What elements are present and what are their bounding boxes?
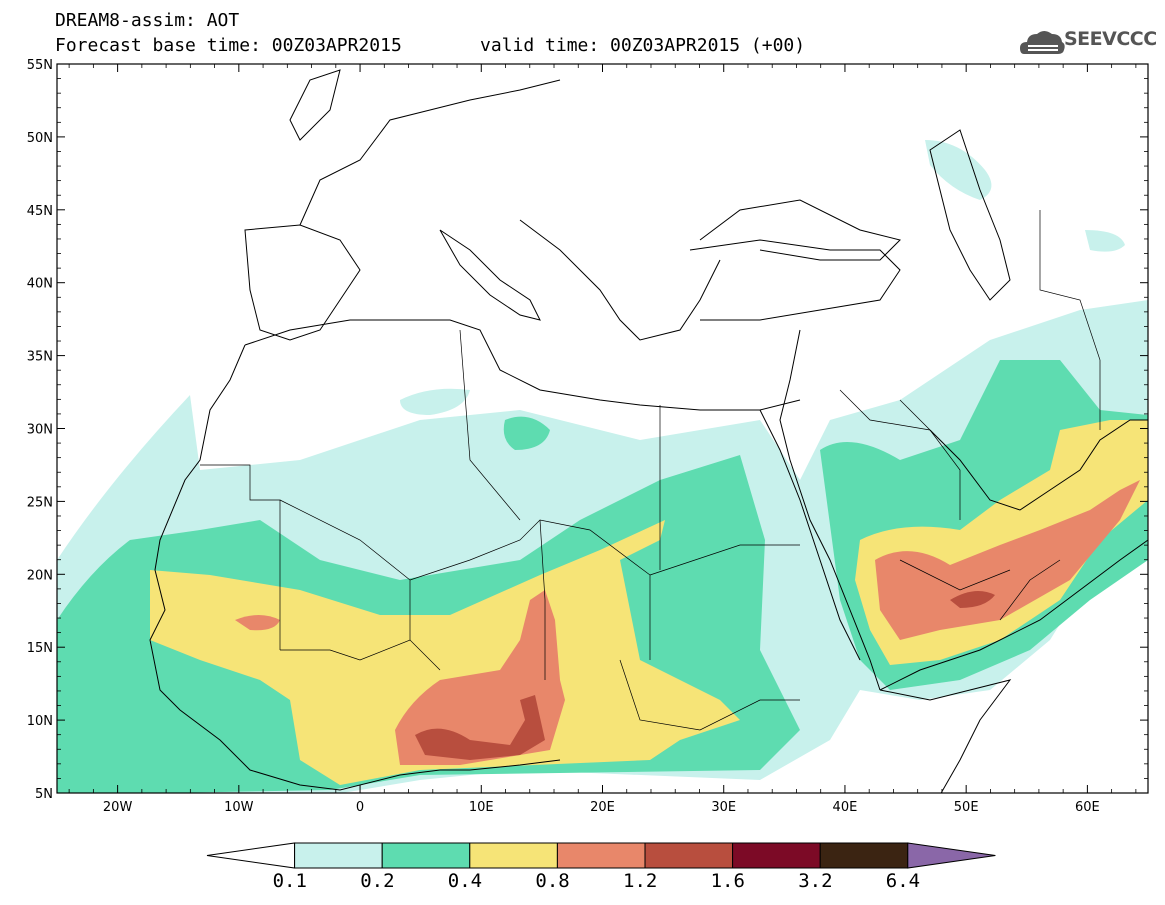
aot-fields xyxy=(57,140,1148,793)
colorbar-segment xyxy=(556,842,646,869)
lon-label: 50E xyxy=(954,800,979,815)
colorbar xyxy=(206,842,996,869)
cloud-logo-icon xyxy=(1020,31,1065,54)
lat-label: 35N xyxy=(27,350,53,365)
valid-time: valid time: 00Z03APR2015 (+00) xyxy=(480,35,806,56)
lat-label: 50N xyxy=(27,131,53,146)
aot-band-0.8 xyxy=(395,590,565,765)
colorbar-level-label: 0.4 xyxy=(447,870,483,892)
coastlines xyxy=(149,69,1148,793)
lon-label: 40E xyxy=(833,800,858,815)
lon-label: 10W xyxy=(224,800,254,815)
lon-label: 60E xyxy=(1075,800,1100,815)
colorbar-segment xyxy=(644,842,734,869)
colorbar-level-label: 1.2 xyxy=(623,870,658,892)
aot-band-0.4 xyxy=(150,520,740,785)
lat-label: 55N xyxy=(27,58,53,73)
colorbar-over-arrow xyxy=(907,842,996,869)
map-title: DREAM8-assim: AOT xyxy=(55,10,240,31)
country-borders xyxy=(200,210,1101,731)
lat-label: 15N xyxy=(27,641,53,656)
colorbar-level-label: 0.1 xyxy=(272,870,307,892)
colorbar-segment xyxy=(732,842,821,869)
lon-label: 20W xyxy=(103,800,133,815)
colorbar-segment xyxy=(381,842,471,869)
colorbar-level-label: 6.4 xyxy=(885,870,921,892)
colorbar-segment xyxy=(294,842,383,869)
lon-label: 30E xyxy=(711,800,736,815)
lon-label: 20E xyxy=(590,800,615,815)
colorbar-under-arrow xyxy=(206,842,296,869)
lat-label: 25N xyxy=(27,495,53,510)
lat-label: 45N xyxy=(27,204,53,219)
colorbar-level-label: 3.2 xyxy=(798,870,833,892)
lon-label: 0 xyxy=(356,800,364,815)
colorbar-level-label: 1.6 xyxy=(710,870,745,892)
colorbar-level-label: 0.8 xyxy=(535,870,570,892)
lat-label: 5N xyxy=(35,787,53,802)
latitude-axis: 55N 50N 45N 40N 35N 30N 25N 20N 15N 10N 5N xyxy=(27,58,1148,802)
lat-label: 10N xyxy=(27,714,53,729)
lat-label: 40N xyxy=(27,277,53,292)
longitude-axis: 20W 10W 0 10E 20E 30E 40E 50E 60E xyxy=(68,64,1137,815)
aot-band-0.8-east xyxy=(875,480,1140,640)
lat-label: 30N xyxy=(27,423,53,438)
logo-text: SEEVCCC xyxy=(1064,28,1157,50)
aot-band-0.1-north xyxy=(925,140,992,200)
colorbar-segment xyxy=(819,842,909,869)
colorbar-segment xyxy=(469,842,558,869)
aot-band-1.2 xyxy=(415,695,545,760)
colorbar-level-label: 0.2 xyxy=(360,870,395,892)
lon-label: 10E xyxy=(469,800,494,815)
lat-label: 20N xyxy=(27,568,53,583)
forecast-base-time: Forecast base time: 00Z03APR2015 xyxy=(55,35,402,56)
